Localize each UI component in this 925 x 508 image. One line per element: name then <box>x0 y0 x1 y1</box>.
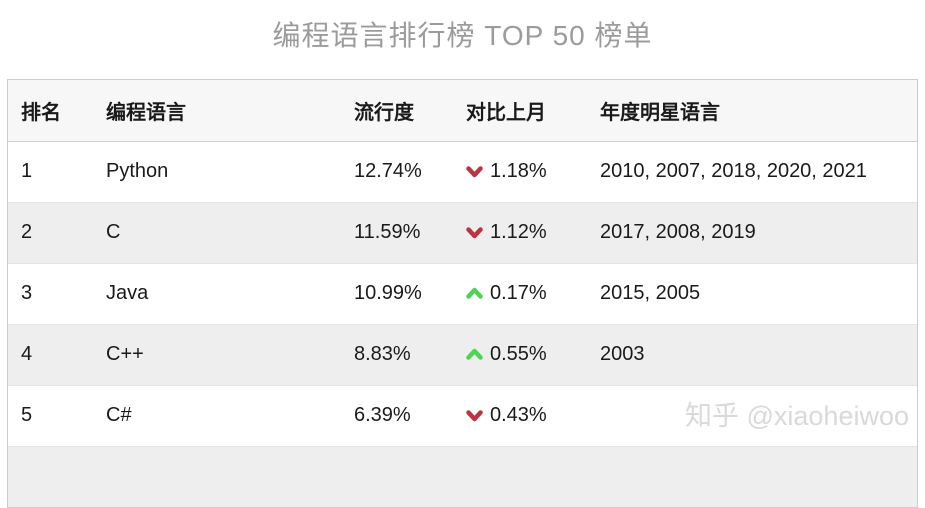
table-row: 1 Python 12.74% 1.18% 2010, 2007, 2018, … <box>8 141 917 202</box>
popularity-cell: 11.59% <box>354 221 421 243</box>
change-value: 1.18% <box>490 159 547 182</box>
trend-down-icon <box>466 226 483 238</box>
table-row: 5 C# 6.39% 0.43% <box>8 385 917 446</box>
star-years-cell <box>587 385 917 446</box>
change-value: 1.12% <box>490 220 547 243</box>
table-row: 4 C++ 8.83% 0.55% 2003 <box>8 324 917 385</box>
header-rank: 排名 <box>8 80 93 142</box>
trend-cell: 1.12% <box>466 221 547 244</box>
table-row-partial <box>8 446 917 507</box>
trend-cell: 0.17% <box>466 282 547 305</box>
table-row: 2 C 11.59% 1.12% 2017, 2008, 2019 <box>8 202 917 263</box>
rank-cell: 3 <box>21 282 33 304</box>
change-value: 0.17% <box>490 281 547 304</box>
star-years-cell: 2015, 2005 <box>600 282 701 304</box>
popularity-cell: 10.99% <box>354 282 422 304</box>
star-years-cell: 2010, 2007, 2018, 2020, 2021 <box>600 160 867 182</box>
header-language: 编程语言 <box>93 80 341 142</box>
trend-chevron <box>466 165 483 177</box>
language-cell: C++ <box>106 343 144 365</box>
change-value: 0.55% <box>490 342 547 365</box>
trend-chevron <box>466 409 483 421</box>
trend-down-icon <box>466 409 483 421</box>
trend-up-icon <box>466 287 483 299</box>
change-value: 0.43% <box>490 403 547 426</box>
header-popularity: 流行度 <box>341 80 453 142</box>
ranking-table: 排名 编程语言 流行度 对比上月 年度明星语言 1 Python 12.74% … <box>8 80 917 507</box>
language-cell: Python <box>106 160 169 182</box>
popularity-cell: 8.83% <box>354 343 411 365</box>
trend-chevron <box>466 226 483 238</box>
rank-cell: 4 <box>21 343 33 365</box>
trend-up-icon <box>466 348 483 360</box>
trend-cell: 0.55% <box>466 343 547 366</box>
language-cell: C# <box>106 404 132 426</box>
star-years-cell: 2003 <box>600 343 645 365</box>
rank-cell: 1 <box>21 160 33 182</box>
language-cell: C <box>106 221 121 243</box>
table-header-row: 排名 编程语言 流行度 对比上月 年度明星语言 <box>8 80 917 142</box>
language-cell: Java <box>106 282 149 304</box>
popularity-cell: 12.74% <box>354 160 422 182</box>
header-change-vs-last-month: 对比上月 <box>453 80 587 142</box>
popularity-cell: 6.39% <box>354 404 411 426</box>
rank-cell: 2 <box>21 221 33 243</box>
page-title: 编程语言排行榜 TOP 50 榜单 <box>272 20 653 51</box>
header-star-years: 年度明星语言 <box>587 80 917 142</box>
trend-chevron <box>466 287 483 299</box>
trend-down-icon <box>466 165 483 177</box>
rank-cell: 5 <box>21 404 33 426</box>
trend-chevron <box>466 348 483 360</box>
table-row: 3 Java 10.99% 0.17% 2015, 2005 <box>8 263 917 324</box>
star-years-cell: 2017, 2008, 2019 <box>600 221 756 243</box>
trend-cell: 1.18% <box>466 160 547 183</box>
trend-cell: 0.43% <box>466 404 547 427</box>
ranking-table-container: 排名 编程语言 流行度 对比上月 年度明星语言 1 Python 12.74% … <box>7 79 918 508</box>
